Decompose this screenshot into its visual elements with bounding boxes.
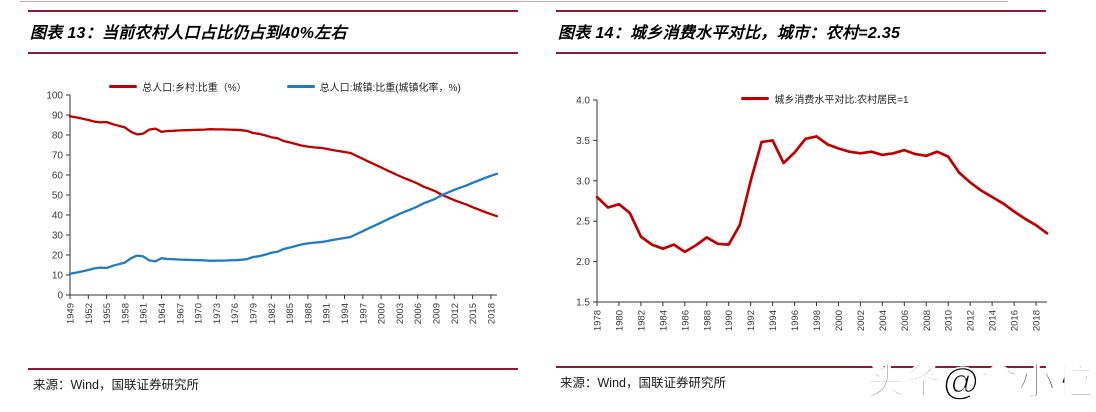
x-tick-label: 1967 — [175, 303, 186, 324]
x-tick-label: 1990 — [724, 310, 735, 331]
legend-swatch — [286, 85, 315, 88]
right-chart-title: 图表 14：城乡消费水平对比，城市：农村=2.35 — [558, 25, 901, 42]
y-tick-label: 40 — [52, 211, 64, 222]
x-tick-label: 2004 — [878, 310, 889, 331]
x-tick-label: 1961 — [139, 303, 150, 324]
y-tick-label: 90 — [52, 111, 64, 122]
x-tick-label: 1988 — [303, 303, 314, 324]
left-source-rule — [28, 368, 518, 370]
right-source-text: 来源：Wind，国联证券研究所 — [560, 376, 726, 390]
left-chart-title: 图表 13：当前农村人口占比仍占到40%左右 — [30, 25, 347, 42]
x-tick-label: 2008 — [922, 310, 933, 331]
x-tick-label: 1979 — [249, 303, 260, 324]
legend-label: 总人口:乡村:比重（%） — [142, 83, 247, 94]
x-tick-label: 2003 — [395, 303, 406, 324]
y-tick-label: 80 — [52, 131, 64, 142]
y-tick-label: 1.5 — [576, 298, 590, 309]
y-tick-label: 30 — [52, 231, 64, 242]
y-tick-label: 100 — [46, 91, 63, 102]
right-chart-legend: 城乡消费水平对比:农村居民=1 — [600, 91, 1050, 106]
x-tick-label: 1996 — [790, 310, 801, 331]
x-tick-label: 1982 — [267, 303, 278, 324]
legend-item: 城乡消费水平对比:农村居民=1 — [741, 91, 909, 106]
x-tick-label: 1973 — [212, 303, 223, 324]
x-tick-label: 2012 — [450, 303, 461, 324]
legend-swatch — [109, 85, 138, 88]
x-tick-label: 1976 — [230, 303, 241, 324]
y-tick-label: 3.5 — [576, 136, 590, 147]
y-tick-label: 2.0 — [576, 257, 590, 268]
y-tick-label: 0 — [57, 291, 63, 302]
x-tick-label: 1970 — [194, 303, 205, 324]
x-tick-label: 1997 — [358, 303, 369, 324]
x-tick-label: 1978 — [593, 310, 604, 331]
series-line-0 — [68, 115, 499, 218]
left-chart-legend: 总人口:乡村:比重（%） 总人口:城镇:比重(城镇化率，%) — [70, 79, 500, 94]
x-tick-label: 2015 — [468, 303, 479, 324]
legend-label: 总人口:城镇:比重(城镇化率，%) — [319, 83, 461, 94]
x-tick-label: 2006 — [413, 303, 424, 324]
x-tick-label: 2010 — [944, 310, 955, 331]
right-title-bottom-rule — [556, 52, 1046, 54]
y-tick-label: 20 — [52, 251, 64, 262]
x-tick-label: 2018 — [486, 303, 497, 324]
x-tick-label: 1980 — [614, 310, 625, 331]
left-source-text: 来源：Wind，国联证券研究所 — [33, 378, 199, 392]
series-line-1 — [68, 172, 499, 275]
legend-label: 城乡消费水平对比:农村居民=1 — [774, 95, 909, 106]
right-title-top-rule — [556, 10, 1046, 12]
y-tick-label: 2.5 — [576, 217, 590, 228]
x-tick-label: 1988 — [702, 310, 713, 331]
x-tick-label: 1986 — [680, 310, 691, 331]
legend-item: 总人口:城镇:比重(城镇化率，%) — [286, 79, 461, 94]
x-tick-label: 2006 — [900, 310, 911, 331]
y-tick-label: 3.0 — [576, 176, 590, 187]
x-tick-label: 1952 — [84, 303, 95, 324]
left-title-top-rule — [28, 10, 518, 12]
x-tick-label: 2018 — [1032, 310, 1043, 331]
x-tick-label: 1991 — [322, 303, 333, 324]
x-tick-label: 2016 — [1010, 310, 1021, 331]
x-tick-label: 1994 — [768, 310, 779, 331]
x-tick-label: 1964 — [157, 303, 168, 324]
page-top-divider — [20, 1, 1008, 2]
y-tick-label: 10 — [52, 271, 64, 282]
x-tick-label: 2000 — [377, 303, 388, 324]
consumption-ratio-chart: 1.5 2.0 2.5 3.0 3.5 4.0 1978 1980 1982 1984 1986 19… — [576, 96, 1049, 331]
population-share-chart: 0 10 20 30 40 50 60 70 80 90 100 1949 1952 1955 1958 19… — [46, 91, 499, 324]
y-tick-label: 60 — [52, 171, 64, 182]
legend-swatch — [741, 97, 770, 100]
right-source-rule — [556, 366, 1046, 368]
x-tick-label: 2012 — [966, 310, 977, 331]
x-tick-label: 1955 — [102, 303, 113, 324]
left-title-bottom-rule — [28, 52, 518, 54]
x-tick-label: 1998 — [812, 310, 823, 331]
x-tick-label: 2002 — [856, 310, 867, 331]
y-tick-label: 50 — [52, 191, 64, 202]
x-tick-label: 1994 — [340, 303, 351, 324]
x-tick-label: 1958 — [120, 303, 131, 324]
x-tick-label: 1982 — [636, 310, 647, 331]
x-tick-label: 2014 — [988, 310, 999, 331]
toutiao-watermark: 头条@俞小粒 — [866, 360, 1094, 402]
x-tick-label: 2009 — [432, 303, 443, 324]
x-tick-label: 1984 — [658, 310, 669, 331]
x-tick-label: 1949 — [66, 303, 77, 324]
series-line-0 — [595, 135, 1049, 254]
y-tick-label: 4.0 — [576, 96, 590, 107]
x-tick-label: 1992 — [746, 310, 757, 331]
x-tick-label: 2000 — [834, 310, 845, 331]
x-tick-label: 1985 — [285, 303, 296, 324]
y-tick-label: 70 — [52, 151, 64, 162]
legend-item: 总人口:乡村:比重（%） — [109, 79, 247, 94]
